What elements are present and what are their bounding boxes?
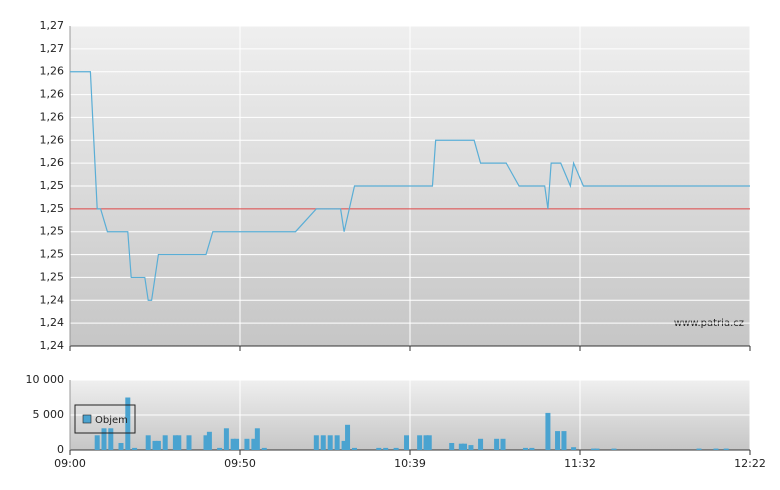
volume-bar bbox=[254, 428, 260, 450]
legend-label: Objem bbox=[95, 415, 128, 426]
y-tick-label: 5 000 bbox=[33, 408, 65, 421]
volume-bar bbox=[203, 435, 209, 450]
x-tick-label: 09:50 bbox=[224, 457, 256, 470]
y-tick-label: 1,24 bbox=[40, 339, 65, 352]
volume-bar bbox=[261, 447, 267, 450]
volume-bar bbox=[341, 440, 347, 450]
y-tick-label: 1,27 bbox=[40, 19, 65, 32]
volume-bar bbox=[468, 445, 474, 450]
y-tick-label: 1,26 bbox=[40, 110, 65, 123]
volume-bar bbox=[223, 428, 229, 450]
volume-bar bbox=[230, 438, 236, 450]
x-tick-label: 10:39 bbox=[394, 457, 426, 470]
volume-bar bbox=[251, 438, 257, 450]
volume-bar bbox=[320, 435, 326, 450]
volume-bar bbox=[494, 438, 500, 450]
volume-bar bbox=[449, 443, 455, 450]
volume-bar bbox=[529, 447, 535, 450]
legend-box bbox=[74, 404, 136, 434]
volume-bar bbox=[561, 431, 567, 450]
volume-bar bbox=[125, 397, 131, 450]
volume-bar bbox=[462, 443, 468, 450]
y-tick-label: 1,26 bbox=[40, 88, 65, 101]
x-tick-label: 09:00 bbox=[54, 457, 86, 470]
x-tick-label: 12:22 bbox=[734, 457, 766, 470]
volume-bar bbox=[423, 435, 429, 450]
y-tick-label: 1,25 bbox=[40, 270, 65, 283]
legend-swatch bbox=[82, 414, 92, 424]
price-line bbox=[70, 71, 750, 301]
y-tick-label: 10 000 bbox=[26, 373, 65, 386]
volume-bar bbox=[108, 428, 114, 450]
y-tick-label: 0 bbox=[57, 443, 64, 456]
y-tick-label: 1,25 bbox=[40, 248, 65, 261]
volume-bar bbox=[351, 447, 357, 450]
volume-bar bbox=[152, 440, 158, 450]
volume-bar bbox=[571, 447, 577, 450]
volume-bar bbox=[500, 438, 506, 450]
y-tick-label: 1,24 bbox=[40, 293, 65, 306]
volume-bar bbox=[244, 438, 250, 450]
volume-bar bbox=[94, 435, 100, 450]
volume-bar bbox=[417, 435, 423, 450]
volume-bar bbox=[426, 435, 432, 450]
y-tick-label: 1,26 bbox=[40, 156, 65, 169]
volume-bar bbox=[234, 438, 240, 450]
volume-bar bbox=[522, 447, 528, 450]
volume-bar bbox=[217, 447, 223, 450]
y-tick-label: 1,25 bbox=[40, 179, 65, 192]
x-tick-label: 11:32 bbox=[564, 457, 596, 470]
volume-bar bbox=[118, 443, 124, 450]
volume-bar bbox=[545, 412, 551, 450]
volume-bar bbox=[723, 448, 729, 450]
y-tick-label: 1,26 bbox=[40, 65, 65, 78]
volume-bar bbox=[162, 435, 168, 450]
volume-bar bbox=[696, 448, 702, 450]
volume-bar bbox=[313, 435, 319, 450]
volume-bar bbox=[132, 447, 138, 450]
y-tick-label: 1,25 bbox=[40, 225, 65, 238]
y-tick-label: 1,24 bbox=[40, 316, 65, 329]
volume-bar bbox=[393, 447, 399, 450]
volume-bar bbox=[186, 435, 192, 450]
y-tick-label: 1,26 bbox=[40, 133, 65, 146]
volume-bar bbox=[555, 431, 561, 450]
volume-bar bbox=[155, 440, 161, 450]
volume-bar bbox=[176, 435, 182, 450]
volume-bar bbox=[345, 424, 351, 450]
volume-bar bbox=[101, 428, 107, 450]
y-tick-label: 1,27 bbox=[40, 42, 65, 55]
volume-bar bbox=[404, 435, 410, 450]
volume-bar bbox=[172, 435, 178, 450]
volume-bar bbox=[145, 435, 151, 450]
volume-bar bbox=[591, 448, 597, 450]
volume-bar bbox=[594, 448, 600, 450]
volume-bar bbox=[458, 443, 464, 450]
volume-bar bbox=[478, 438, 484, 450]
volume-bar bbox=[383, 447, 389, 450]
y-tick-label: 1,25 bbox=[40, 202, 65, 215]
volume-bar bbox=[334, 435, 340, 450]
volume-bar bbox=[206, 431, 212, 450]
volume-bar bbox=[376, 447, 382, 450]
volume-bar bbox=[327, 435, 333, 450]
volume-bar bbox=[713, 448, 719, 450]
volume-bar bbox=[611, 448, 617, 450]
